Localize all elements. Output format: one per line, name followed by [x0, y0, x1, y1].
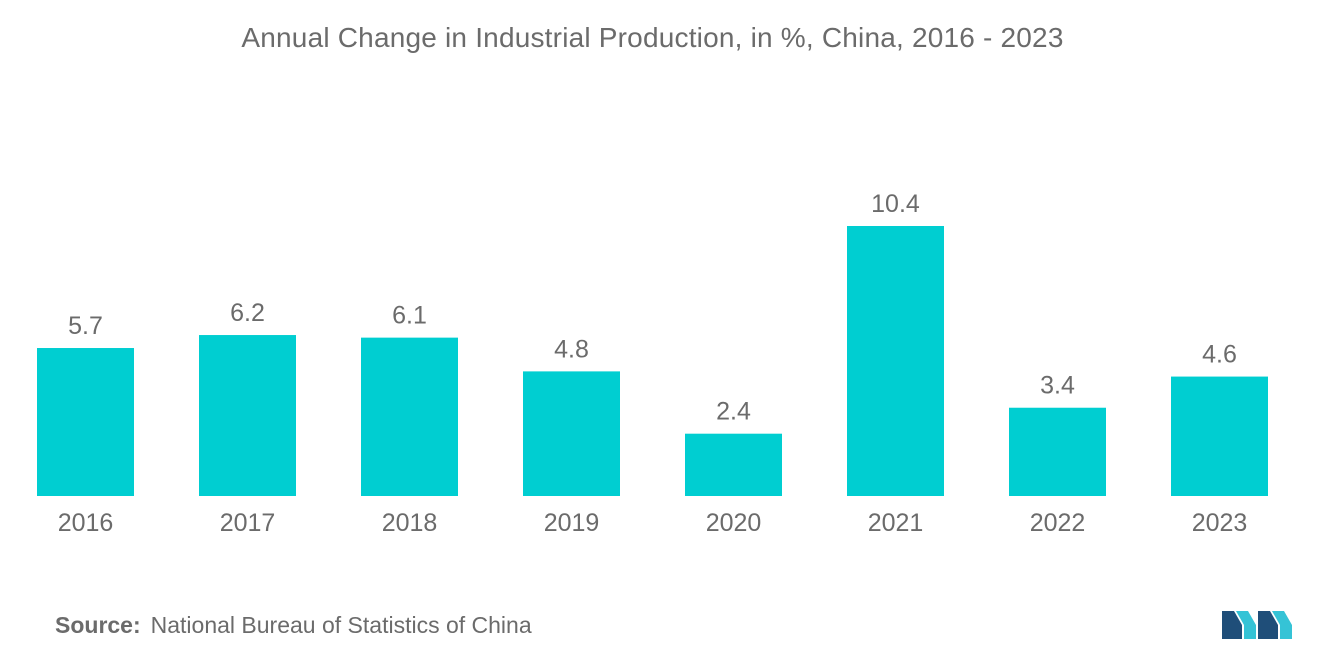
data-label-2018: 6.1 — [392, 302, 427, 330]
x-tick-label-2020: 2020 — [706, 509, 762, 537]
source-label: Source: — [55, 612, 141, 638]
x-tick-label-2017: 2017 — [220, 509, 276, 537]
bar-2016 — [37, 348, 134, 496]
x-tick-labels-layer: 2016 2017 2018 2019 2020 2021 2022 2023 — [58, 509, 1248, 537]
data-label-2020: 2.4 — [716, 398, 751, 426]
bar-2020 — [685, 433, 782, 496]
x-tick-label-2022: 2022 — [1030, 509, 1086, 537]
data-label-2016: 5.7 — [68, 312, 103, 340]
bar-2017 — [199, 335, 296, 496]
bar-2021 — [847, 226, 944, 496]
data-label-2017: 6.2 — [230, 299, 265, 327]
data-label-2022: 3.4 — [1040, 372, 1075, 400]
bars-layer — [37, 226, 1268, 496]
x-tick-label-2018: 2018 — [382, 509, 438, 537]
data-label-2021: 10.4 — [871, 190, 920, 218]
x-tick-label-2021: 2021 — [868, 509, 924, 537]
data-label-2023: 4.6 — [1202, 341, 1237, 369]
x-tick-label-2016: 2016 — [58, 509, 114, 537]
value-labels-layer: 5.7 6.2 6.1 4.8 2.4 10.4 3.4 4.6 — [68, 190, 1237, 426]
mordor-logo-icon — [1222, 611, 1292, 639]
data-label-2019: 4.8 — [554, 335, 589, 363]
bar-2019 — [523, 371, 620, 496]
source-text: National Bureau of Statistics of China — [150, 612, 532, 638]
bar-2023 — [1171, 376, 1268, 496]
x-tick-label-2023: 2023 — [1192, 509, 1248, 537]
bar-2022 — [1009, 407, 1106, 496]
chart-title: Annual Change in Industrial Production, … — [241, 22, 1064, 53]
x-tick-label-2019: 2019 — [544, 509, 600, 537]
source-note: Source: National Bureau of Statistics of … — [55, 612, 532, 639]
bar-2018 — [361, 337, 458, 496]
